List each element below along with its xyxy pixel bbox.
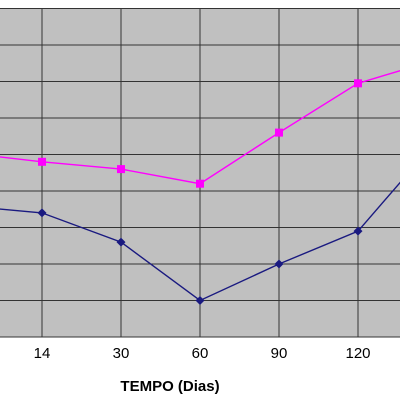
x-tick-labels: 14 30 60 90 120	[34, 345, 371, 362]
x-tick-label: 14	[34, 345, 51, 362]
series-1-point	[275, 128, 283, 137]
series-2-point	[37, 208, 47, 218]
x-tick-label: 30	[113, 345, 130, 362]
x-tick-label: 120	[345, 345, 370, 362]
gridlines	[0, 8, 400, 338]
series-1-point	[196, 179, 204, 188]
series-1-point	[38, 157, 46, 166]
series-1-point	[354, 79, 362, 88]
series-2-point	[274, 259, 284, 269]
x-tick-label: 60	[192, 345, 209, 362]
series-layer	[0, 69, 400, 305]
series-2-point	[353, 226, 363, 236]
series-2-point	[195, 296, 205, 305]
x-axis-title: TEMPO (Dias)	[120, 378, 219, 395]
series-2-point	[116, 237, 126, 247]
x-tick-label: 90	[271, 345, 288, 362]
series-1-point	[117, 165, 125, 174]
